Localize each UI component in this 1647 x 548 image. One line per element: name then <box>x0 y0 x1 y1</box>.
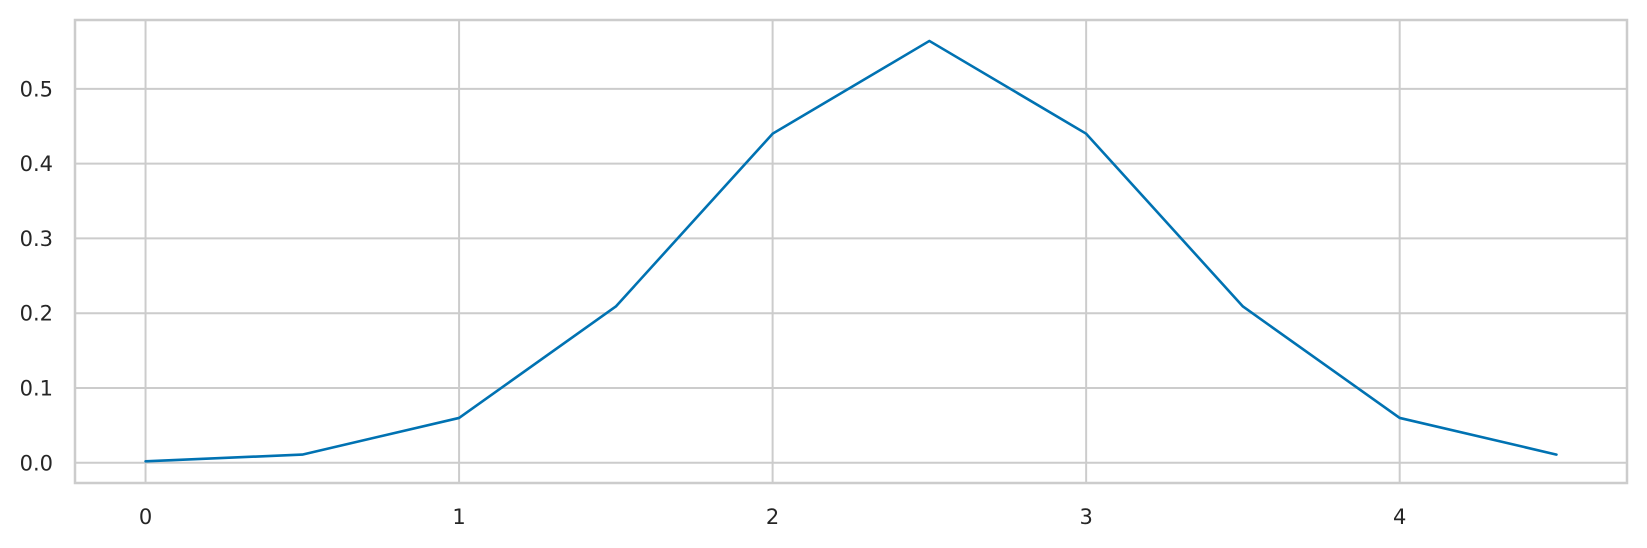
x-axis-tick-labels: 0 1 2 3 4 <box>139 505 1407 529</box>
y-tick-label: 0.3 <box>20 227 53 251</box>
grid-lines <box>75 20 1627 483</box>
x-tick-label: 2 <box>766 505 779 529</box>
x-tick-label: 1 <box>452 505 465 529</box>
y-tick-label: 0.2 <box>20 302 53 326</box>
x-tick-label: 3 <box>1079 505 1092 529</box>
x-tick-label: 4 <box>1393 505 1406 529</box>
y-axis-tick-labels: 0.0 0.1 0.2 0.3 0.4 0.5 <box>20 77 53 475</box>
y-tick-label: 0.4 <box>20 152 53 176</box>
series-line <box>144 39 1558 463</box>
series-layer <box>144 39 1558 463</box>
y-tick-label: 0.5 <box>20 77 53 101</box>
y-tick-label: 0.0 <box>20 451 53 475</box>
plot-area-frame <box>73 18 1629 485</box>
y-tick-label: 0.1 <box>20 377 53 401</box>
x-tick-label: 0 <box>139 505 152 529</box>
